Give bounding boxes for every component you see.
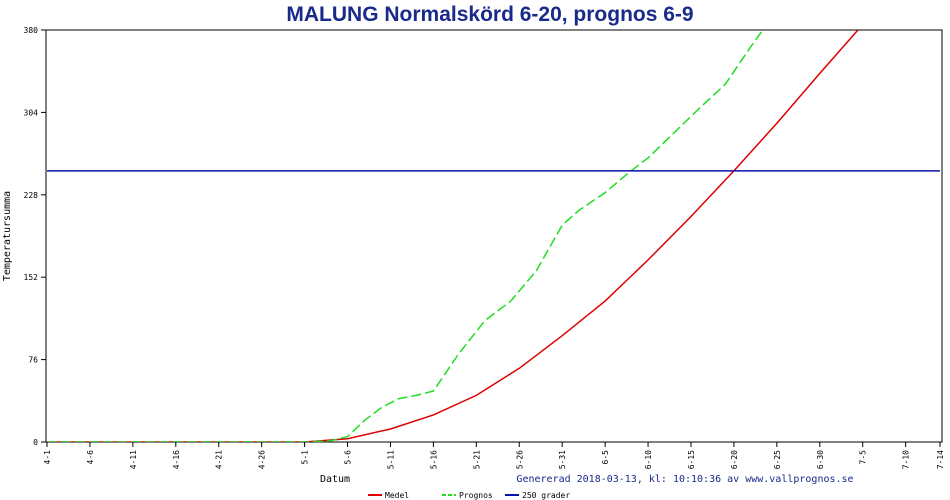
legend-label: Prognos <box>459 491 493 500</box>
x-tick-label: 6-25 <box>773 450 782 469</box>
x-tick-label: 5-11 <box>386 450 395 469</box>
x-axis-label: Datum <box>320 474 350 485</box>
legend-label: Medel <box>385 491 409 500</box>
x-tick-label: 4-26 <box>258 450 267 469</box>
x-tick-label: 7-10 <box>902 450 911 469</box>
y-tick-label: 228 <box>24 191 39 200</box>
y-axis-label: Temperatursumma <box>2 191 13 281</box>
series-line-medel <box>47 30 859 442</box>
x-tick-label: 7-14 <box>936 450 945 469</box>
x-tick-label: 7-5 <box>859 450 868 465</box>
x-tick-label: 5-16 <box>429 450 438 469</box>
series-line-prognos <box>47 30 764 442</box>
footer-text: Genererad 2018-03-13, kl: 10:10:36 av ww… <box>516 474 853 485</box>
x-tick-label: 6-30 <box>816 450 825 469</box>
plot-area <box>45 29 943 443</box>
x-tick-label: 6-5 <box>601 450 610 465</box>
x-tick-label: 4-1 <box>43 450 52 465</box>
x-tick-label: 5-26 <box>515 450 524 469</box>
y-tick-label: 304 <box>24 108 39 117</box>
x-tick-label: 6-20 <box>730 450 739 469</box>
x-axis: 4-1 4-6 4-11 4-16 4-21 4-26 5-1 5-6 5-11 5-16 5-21… <box>43 442 945 469</box>
x-tick-label: 6-10 <box>644 450 653 469</box>
x-tick-label: 6-15 <box>687 450 696 469</box>
x-tick-label: 5-6 <box>344 450 353 465</box>
chart-title: MALUNG Normalskörd 6-20, prognos 6-9 <box>286 3 693 26</box>
x-tick-label: 5-31 <box>558 450 567 469</box>
y-axis: 0 76 152 228 304 380 <box>24 26 46 447</box>
x-tick-label: 5-21 <box>472 450 481 469</box>
legend: Medel Prognos 250 grader <box>368 491 570 500</box>
y-tick-label: 76 <box>28 356 38 365</box>
y-tick-label: 0 <box>33 438 38 447</box>
x-tick-label: 5-1 <box>301 450 310 465</box>
x-tick-label: 4-21 <box>215 450 224 469</box>
y-tick-label: 152 <box>24 273 39 282</box>
y-tick-label: 380 <box>24 26 39 35</box>
legend-label: 250 grader <box>522 491 570 500</box>
x-tick-label: 4-16 <box>172 450 181 469</box>
x-tick-label: 4-11 <box>129 450 138 469</box>
series-layer <box>47 30 940 442</box>
x-tick-label: 4-6 <box>86 450 95 465</box>
